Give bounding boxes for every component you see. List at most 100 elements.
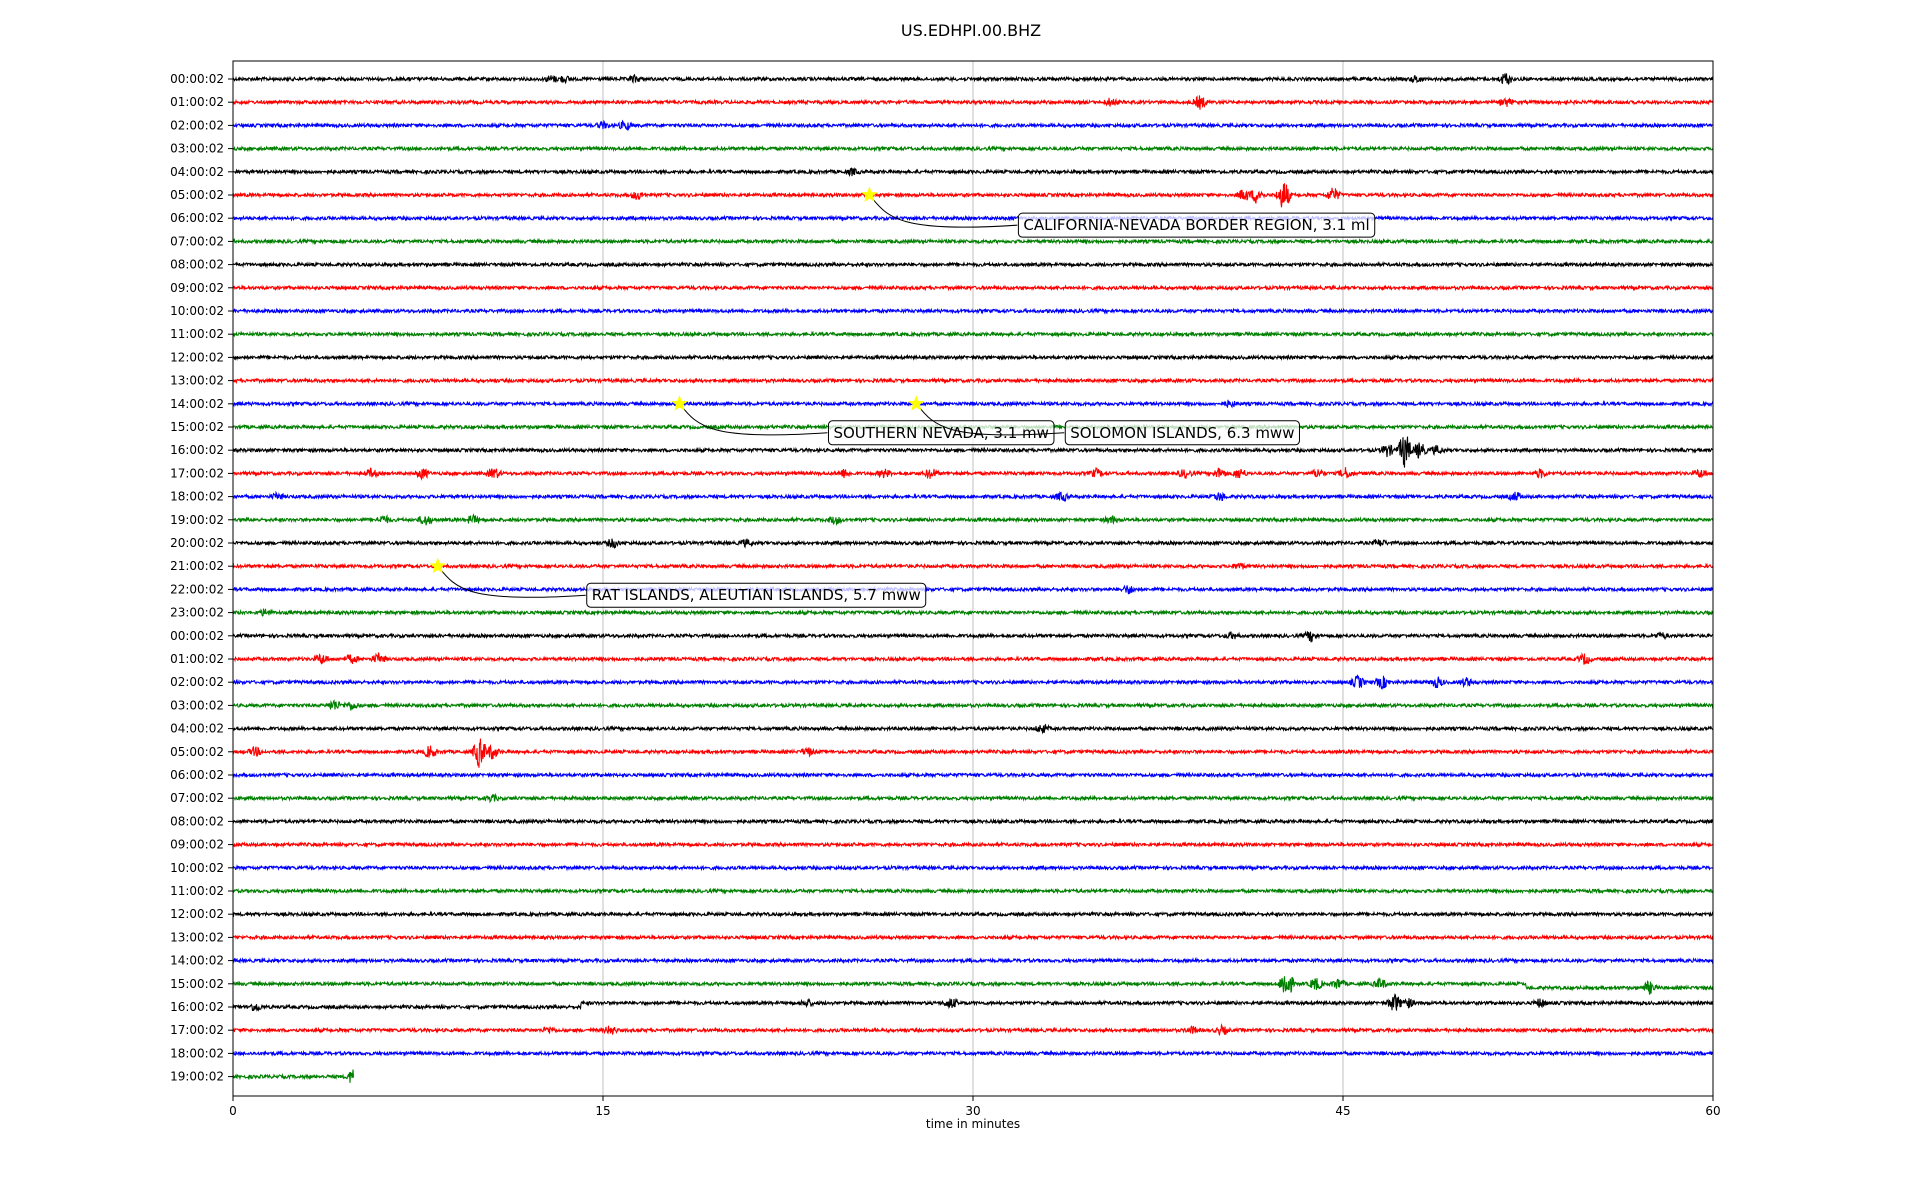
- trace-line: [232, 976, 1714, 995]
- annotation-connector: [869, 194, 1018, 228]
- annotation-box: [827, 420, 1055, 446]
- event-star-marker: [671, 395, 688, 411]
- trace-line: [232, 864, 1714, 872]
- y-tick-label: 09:00:02: [170, 838, 224, 852]
- y-tick-label: 00:00:02: [170, 72, 224, 86]
- trace-line: [232, 910, 1714, 918]
- y-tick-label: 11:00:02: [170, 884, 224, 898]
- trace-line: [232, 723, 1714, 735]
- trace-line: [232, 956, 1714, 965]
- trace-line: [232, 95, 1714, 110]
- trace-line: [232, 167, 1714, 178]
- chart-title: US.EDHPI.00.BHZ: [901, 21, 1041, 40]
- y-tick-label: 01:00:02: [170, 95, 224, 109]
- trace-line: [232, 144, 1714, 153]
- y-tick-label: 20:00:02: [170, 536, 224, 550]
- trace-line: [232, 1049, 1714, 1058]
- y-tick-label: 23:00:02: [170, 606, 224, 620]
- trace-line: [232, 436, 1714, 468]
- y-tick-label: 12:00:02: [170, 907, 224, 921]
- event-annotation: SOUTHERN NEVADA, 3.1 mw: [671, 395, 1055, 446]
- trace-line: [232, 1022, 1714, 1037]
- trace-line: [232, 562, 1714, 570]
- trace-line: [232, 840, 1714, 849]
- trace-line: [232, 467, 1714, 481]
- annotation-connector: [915, 403, 1065, 436]
- y-tick-label: 12:00:02: [170, 350, 224, 364]
- x-tick-label: 30: [965, 1104, 980, 1118]
- y-tick-label: 15:00:02: [170, 977, 224, 991]
- y-tick-label: 18:00:02: [170, 490, 224, 504]
- y-tick-label: 06:00:02: [170, 768, 224, 782]
- y-tick-label: 11:00:02: [170, 327, 224, 341]
- x-axis-label: time in minutes: [926, 1117, 1020, 1131]
- y-tick-label: 19:00:02: [170, 513, 224, 527]
- trace-line: [232, 771, 1714, 779]
- trace-line: [232, 260, 1714, 269]
- annotation-label: RAT ISLANDS, ALEUTIAN ISLANDS, 5.7 mww: [592, 586, 921, 604]
- annotation-box: [1064, 420, 1300, 446]
- trace-line: [232, 513, 1714, 526]
- trace-line: [232, 674, 1714, 690]
- x-tick-label: 0: [229, 1104, 237, 1118]
- y-tick-label: 10:00:02: [170, 304, 224, 318]
- y-tick-label: 14:00:02: [170, 397, 224, 411]
- trace-line: [232, 652, 1714, 665]
- event-star-marker: [908, 395, 925, 411]
- y-tick-labels: 00:00:02 01:00:02 02:00:02 03:00:02 04:00:02…: [170, 72, 233, 1084]
- y-tick-label: 16:00:02: [170, 443, 224, 457]
- trace-line: [232, 376, 1714, 385]
- y-tick-label: 08:00:02: [170, 814, 224, 828]
- y-tick-label: 01:00:02: [170, 652, 224, 666]
- y-tick-label: 21:00:02: [170, 559, 224, 573]
- event-annotations: CALIFORNIA-NEVADA BORDER REGION, 3.1 ml S…: [429, 186, 1376, 608]
- trace-line: [232, 993, 1714, 1012]
- trace-line: [232, 538, 1714, 550]
- y-tick-label: 05:00:02: [170, 188, 224, 202]
- y-tick-label: 16:00:02: [170, 1000, 224, 1014]
- trace-line: [232, 817, 1714, 826]
- trace-line: [232, 214, 1714, 222]
- x-tick-label: 60: [1705, 1104, 1720, 1118]
- event-annotation: RAT ISLANDS, ALEUTIAN ISLANDS, 5.7 mww: [429, 557, 927, 608]
- x-axis: 0 15 30 45 60: [229, 1096, 1721, 1118]
- trace-line: [232, 1069, 355, 1083]
- y-tick-label: 10:00:02: [170, 861, 224, 875]
- y-tick-label: 07:00:02: [170, 791, 224, 805]
- y-tick-label: 18:00:02: [170, 1046, 224, 1060]
- event-annotation: CALIFORNIA-NEVADA BORDER REGION, 3.1 ml: [861, 186, 1376, 238]
- y-tick-label: 13:00:02: [170, 930, 224, 944]
- trace-line: [232, 183, 1714, 208]
- annotation-box: [586, 582, 927, 608]
- y-tick-label: 14:00:02: [170, 954, 224, 968]
- y-tick-label: 15:00:02: [170, 420, 224, 434]
- x-tick-label: 15: [595, 1104, 610, 1118]
- y-tick-label: 19:00:02: [170, 1070, 224, 1084]
- y-tick-label: 05:00:02: [170, 745, 224, 759]
- x-tick-label: 45: [1335, 1104, 1350, 1118]
- trace-line: [232, 353, 1714, 362]
- y-tick-label: 09:00:02: [170, 281, 224, 295]
- y-tick-label: 07:00:02: [170, 234, 224, 248]
- y-tick-label: 03:00:02: [170, 142, 224, 156]
- trace-line: [232, 738, 1714, 768]
- y-tick-label: 22:00:02: [170, 582, 224, 596]
- trace-line: [232, 933, 1714, 942]
- trace-line: [232, 793, 1714, 804]
- trace-line: [232, 608, 1714, 617]
- y-tick-label: 06:00:02: [170, 211, 224, 225]
- y-tick-label: 04:00:02: [170, 165, 224, 179]
- trace-line: [232, 119, 1714, 132]
- trace-line: [232, 584, 1714, 595]
- trace-line: [232, 699, 1714, 711]
- event-star-marker: [429, 557, 446, 574]
- y-tick-label: 03:00:02: [170, 698, 224, 712]
- trace-line: [232, 630, 1714, 643]
- trace-line: [232, 307, 1714, 315]
- y-tick-label: 17:00:02: [170, 466, 224, 480]
- annotation-label: SOLOMON ISLANDS, 6.3 mww: [1070, 424, 1294, 442]
- trace-line: [232, 237, 1714, 246]
- annotation-label: SOUTHERN NEVADA, 3.1 mw: [833, 424, 1049, 442]
- trace-line: [232, 490, 1714, 503]
